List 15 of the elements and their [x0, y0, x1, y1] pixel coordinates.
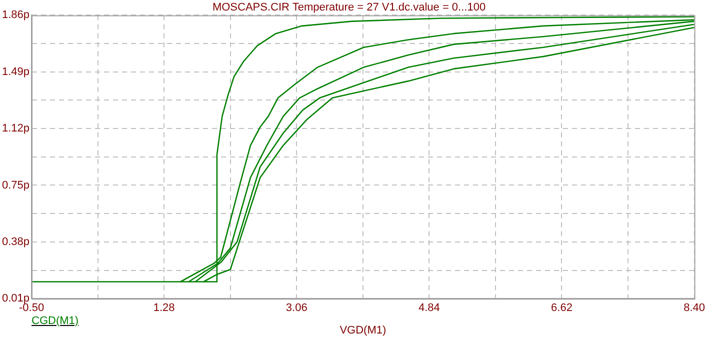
- y-tick-label: 0.01p: [2, 292, 30, 305]
- y-tick-label: 1.12p: [2, 122, 30, 135]
- y-tick-label: 1.49p: [2, 66, 30, 78]
- x-tick-label: 4.84: [418, 302, 440, 314]
- x-tick-label: 6.62: [551, 302, 572, 314]
- x-tick-label: 1.28: [153, 302, 175, 314]
- y-tick-label: 1.86p: [2, 9, 30, 22]
- y-tick-label: 0.38p: [2, 236, 30, 248]
- y-tick-label: 0.75p: [2, 179, 30, 192]
- text: CGD(M1): [32, 314, 79, 327]
- x-axis-title: VGD(M1): [340, 324, 386, 336]
- chart-title: MOSCAPS.CIR Temperature = 27 V1.dc.value = 0...100: [212, 2, 486, 14]
- x-tick-label: 8.40: [684, 302, 706, 314]
- x-tick-label: -0.50: [18, 302, 44, 314]
- x-tick-label: 3.06: [286, 302, 308, 314]
